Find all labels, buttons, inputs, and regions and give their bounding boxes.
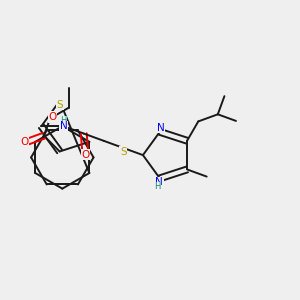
Text: S: S	[120, 146, 127, 157]
Text: H: H	[154, 182, 160, 191]
Text: H: H	[60, 116, 67, 125]
Text: N: N	[155, 178, 163, 188]
Text: O: O	[48, 112, 56, 122]
Text: N: N	[60, 121, 68, 131]
Text: S: S	[56, 100, 63, 110]
Text: O: O	[81, 150, 89, 160]
Text: N: N	[157, 123, 164, 133]
Text: O: O	[20, 137, 28, 147]
